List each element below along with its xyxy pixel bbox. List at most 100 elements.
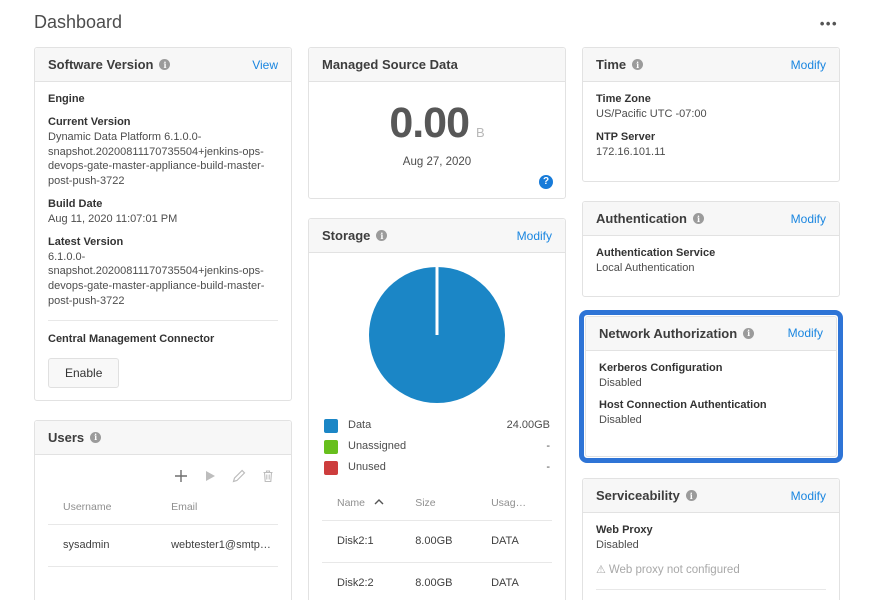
ellipsis-menu-icon[interactable]: •••	[819, 16, 838, 31]
authentication-header: Authentication i Modify	[583, 202, 839, 236]
card-title: Managed Source Data	[322, 57, 458, 72]
info-icon[interactable]: i	[632, 59, 644, 70]
users-header: Users i	[35, 420, 291, 455]
authentication-body: Authentication Service Local Authenticat…	[583, 236, 839, 296]
card-title: Storage	[322, 228, 371, 243]
legend-label: Unassigned	[348, 440, 407, 453]
modify-link[interactable]: Modify	[787, 326, 823, 341]
column-header-usage[interactable]: Usag…	[491, 496, 527, 509]
disk-row: Disk2:2 8.00GB DATA	[322, 562, 552, 600]
modify-link[interactable]: Modify	[790, 211, 826, 226]
dashboard-columns: Software Version i View Engine Current V…	[0, 47, 876, 600]
modify-link[interactable]: Modify	[516, 228, 552, 243]
network-authorization-header: Network Authorization i Modify	[586, 316, 836, 351]
users-body: Username Email sysadmin webtester1@smtp…	[35, 455, 291, 600]
card-title: Network Authorization	[599, 325, 738, 341]
build-date-value: Aug 11, 2020 11:07:01 PM	[48, 212, 178, 225]
network-authorization-body: Kerberos Configuration Disabled Host Con…	[586, 351, 836, 456]
legend-value: -	[546, 461, 550, 474]
software-version-card: Software Version i View Engine Current V…	[34, 47, 292, 401]
disk-row: Disk2:1 8.00GB DATA	[322, 520, 552, 563]
web-proxy-warning: ⚠ Web proxy not configured	[596, 563, 826, 579]
info-icon[interactable]: i	[685, 490, 697, 502]
disk-name: Disk2:2	[322, 562, 401, 600]
legend-swatch-unused	[324, 460, 338, 475]
legend-item-unassigned: Unassigned -	[324, 436, 550, 457]
kerberos-field: Kerberos Configuration Disabled	[599, 361, 823, 391]
kerberos-status: Disabled	[599, 376, 642, 389]
warning-text: Web proxy not configured	[608, 563, 740, 576]
timezone-field: Time Zone US/Pacific UTC -07:00	[596, 92, 826, 122]
column-middle: Managed Source Data 0.00 B Aug 27, 2020 ?…	[308, 47, 566, 600]
authentication-card: Authentication i Modify Authentication S…	[582, 201, 840, 297]
modify-link[interactable]: Modify	[790, 488, 826, 503]
ntp-label: NTP Server	[596, 130, 656, 143]
host-connection-label: Host Connection Authentication	[599, 399, 767, 412]
legend-item-data: Data 24.00GB	[324, 415, 550, 436]
user-email: webtester1@smtp…	[156, 523, 278, 567]
page-title: Dashboard	[34, 12, 123, 32]
enable-button[interactable]: Enable	[48, 357, 120, 388]
web-proxy-label: Web Proxy	[596, 524, 653, 537]
ntp-field: NTP Server 172.16.101.11	[596, 130, 826, 160]
managed-source-data-card: Managed Source Data 0.00 B Aug 27, 2020 ?	[308, 47, 566, 199]
managed-source-data-header: Managed Source Data	[309, 48, 565, 82]
info-icon[interactable]: i	[376, 230, 388, 241]
help-icon[interactable]: ?	[539, 175, 553, 189]
current-version-value: Dynamic Data Platform 6.1.0.0-snapshot.2…	[48, 130, 265, 188]
storage-header: Storage i Modify	[309, 219, 565, 253]
serviceability-header: Serviceability i Modify	[583, 479, 839, 514]
serviceability-card: Serviceability i Modify Web Proxy Disabl…	[582, 478, 840, 600]
info-icon[interactable]: i	[159, 59, 171, 70]
disk-size: 8.00GB	[400, 562, 477, 600]
build-date-label: Build Date	[48, 198, 103, 211]
warning-icon: ⚠	[596, 564, 606, 577]
user-row[interactable]: sysadmin webtester1@smtp…	[48, 523, 278, 567]
legend-item-unused: Unused -	[324, 457, 550, 478]
view-link[interactable]: View	[252, 57, 278, 72]
serviceability-body: Web Proxy Disabled ⚠ Web proxy not confi…	[583, 513, 839, 600]
legend-label: Data	[348, 419, 372, 432]
add-user-icon[interactable]	[174, 469, 188, 483]
card-title: Serviceability	[596, 488, 680, 504]
disk-name: Disk2:1	[322, 520, 401, 563]
timezone-value: US/Pacific UTC -07:00	[596, 107, 707, 120]
edit-user-icon[interactable]	[232, 469, 246, 483]
legend-swatch-data	[324, 418, 338, 433]
column-header-email[interactable]: Email	[171, 500, 198, 513]
modify-link[interactable]: Modify	[790, 57, 826, 72]
software-version-body: Engine Current Version Dynamic Data Plat…	[35, 82, 291, 400]
disk-usage: DATA	[476, 562, 552, 600]
info-icon[interactable]: i	[90, 431, 102, 443]
column-header-name[interactable]: Name	[322, 490, 400, 521]
column-right: Time i Modify Time Zone US/Pacific UTC -…	[579, 47, 843, 600]
delete-user-icon[interactable]	[261, 469, 275, 483]
divider	[48, 319, 278, 321]
users-table-header-row: Username Email	[48, 495, 278, 525]
page-header: Dashboard •••	[0, 0, 876, 36]
disk-table: Name Size Usag… Disk	[322, 490, 552, 600]
column-header-username[interactable]: Username	[63, 500, 112, 513]
column-header-size[interactable]: Size	[415, 496, 436, 509]
time-card: Time i Modify Time Zone US/Pacific UTC -…	[582, 47, 840, 182]
managed-source-data-body: 0.00 B Aug 27, 2020 ?	[309, 82, 565, 198]
latest-version-value: 6.1.0.0-snapshot.20200811170735504+jenki…	[48, 250, 265, 308]
legend-value: 24.00GB	[506, 419, 550, 432]
web-proxy-field: Web Proxy Disabled	[596, 523, 826, 553]
host-connection-field: Host Connection Authentication Disabled	[599, 398, 823, 428]
engine-label: Engine	[48, 93, 85, 105]
info-icon[interactable]: i	[743, 327, 755, 339]
network-authorization-highlight: Network Authorization i Modify Kerberos …	[579, 309, 843, 464]
usage-value: 0.00	[389, 99, 470, 147]
card-title: Authentication	[596, 211, 687, 226]
build-date-field: Build Date Aug 11, 2020 11:07:01 PM	[48, 197, 278, 227]
legend-swatch-unassigned	[324, 439, 338, 454]
kerberos-label: Kerberos Configuration	[599, 361, 723, 374]
info-icon[interactable]: i	[693, 213, 704, 224]
time-header: Time i Modify	[583, 48, 839, 82]
suspend-user-icon[interactable]	[203, 469, 217, 483]
web-proxy-status: Disabled	[596, 538, 639, 551]
latest-version-field: Latest Version 6.1.0.0-snapshot.20200811…	[48, 235, 278, 309]
latest-version-label: Latest Version	[48, 235, 124, 248]
auth-service-label: Authentication Service	[596, 247, 716, 259]
